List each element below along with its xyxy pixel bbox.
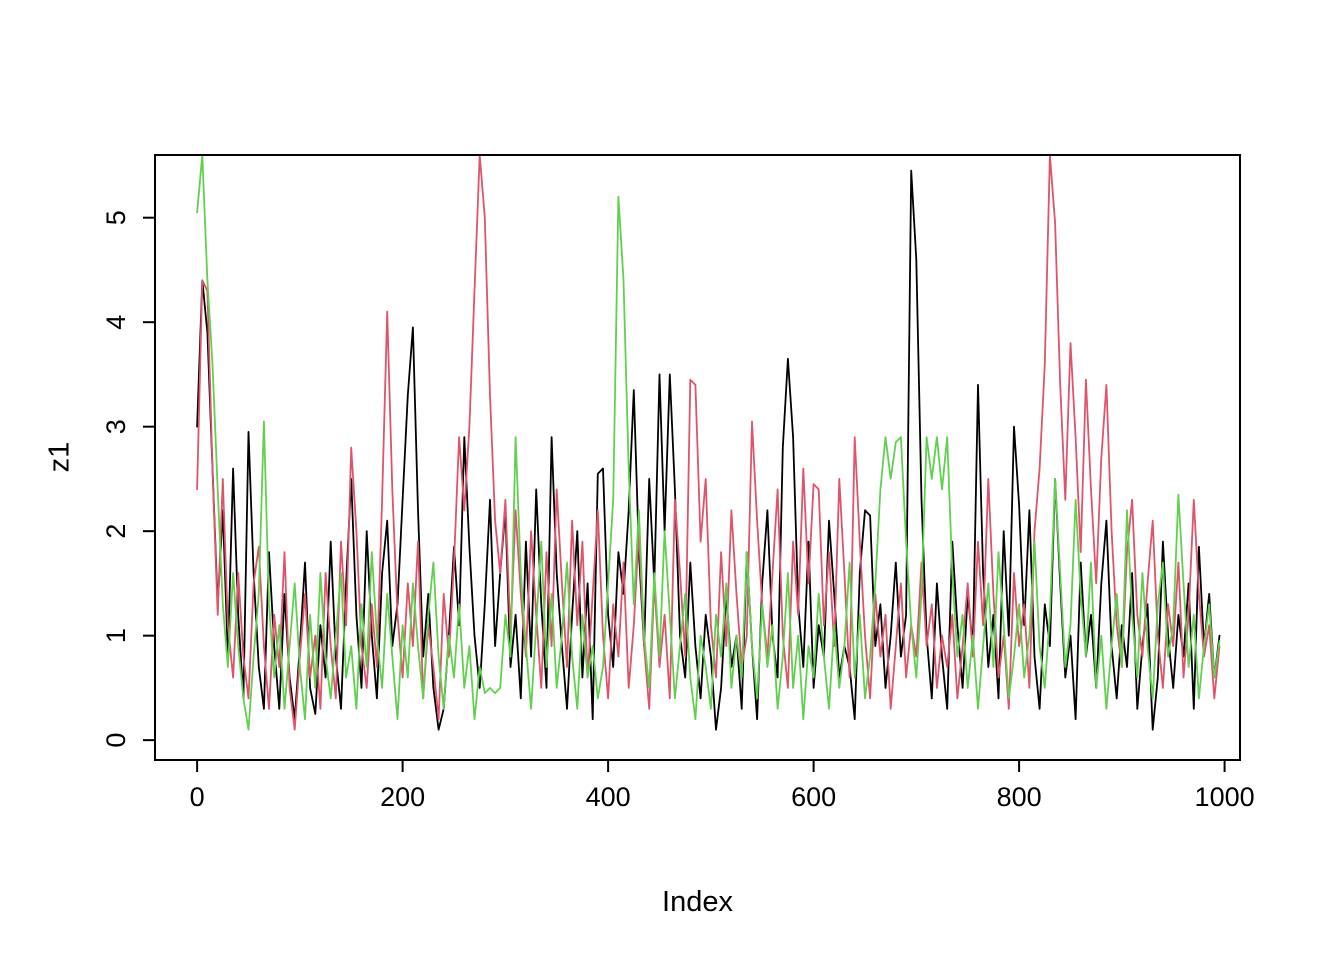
y-axis-tick-label: 1	[101, 628, 131, 643]
plot-box	[154, 154, 1241, 761]
series-lines	[196, 155, 1221, 731]
y-axis-tick-label: 5	[101, 210, 131, 225]
x-axis-tick-label: 1000	[1195, 782, 1255, 812]
y-axis-tick-label: 0	[101, 733, 131, 748]
x-axis-tick-label: 600	[791, 782, 836, 812]
y-axis-title: z1	[43, 441, 76, 473]
y-axis-tick-label: 2	[101, 524, 131, 539]
x-axis-tick-label: 800	[997, 782, 1042, 812]
plot-box-border	[154, 154, 1241, 761]
x-axis-tick-label: 0	[190, 782, 205, 812]
y-axis-tick-label: 4	[101, 315, 131, 330]
x-axis-title: Index	[662, 886, 733, 918]
series-line-green	[196, 155, 1221, 731]
x-axis-tick-label: 200	[380, 782, 425, 812]
axes: 0 200 400 600 800 1000 0 1 2 3 4 5	[101, 210, 1255, 812]
series-line-red	[196, 155, 1221, 731]
y-axis-tick-label: 3	[101, 419, 131, 434]
x-axis-tick-label: 400	[586, 782, 631, 812]
